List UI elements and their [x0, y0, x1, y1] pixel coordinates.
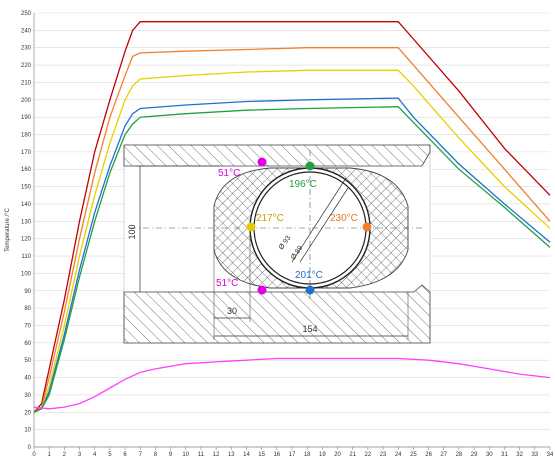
x-tick-label: 34 [547, 452, 554, 457]
x-tick-label: 10 [182, 452, 189, 457]
series-line-3 [33, 97, 551, 413]
x-tick-label: 24 [395, 452, 402, 457]
x-tick-label: 33 [531, 452, 538, 457]
y-tick-label: 250 [21, 11, 32, 17]
x-tick-label: 19 [319, 452, 326, 457]
point-right-230 [362, 222, 372, 232]
point-left-217 [246, 222, 256, 232]
x-tick-label: 18 [304, 452, 311, 457]
x-tick-label: 22 [365, 452, 372, 457]
y-axis-label: Temperature /°C [5, 207, 11, 251]
x-tick-label: 6 [123, 452, 127, 457]
x-tick-label: 16 [273, 452, 280, 457]
dim-width-label: 154 [302, 324, 317, 334]
annotation-top-51: 51°C [218, 168, 240, 179]
y-tick-label: 40 [24, 376, 31, 382]
x-tick-label: 5 [108, 452, 112, 457]
annotation-201: 201°C [295, 270, 323, 281]
y-tick-label: 130 [21, 219, 32, 225]
top-plate [123, 144, 431, 167]
y-tick-label: 100 [21, 271, 32, 277]
x-tick-label: 23 [380, 452, 387, 457]
series-line-1 [33, 47, 551, 413]
y-tick-label: 60 [24, 341, 31, 347]
x-tick-label: 4 [93, 452, 97, 457]
x-tick-label: 26 [425, 452, 432, 457]
x-tick-label: 12 [213, 452, 220, 457]
y-tick-label: 190 [21, 115, 32, 121]
y-tick-label: 30 [24, 393, 31, 399]
x-tick-labels: 0 1 2 3 4 5 6 7 8 9 10 11 12 13 14 15 16 17 18 19 20 21 22 23 24… [32, 452, 554, 457]
point-top-51 [257, 157, 267, 167]
x-tick-label: 14 [243, 452, 250, 457]
x-tick-label: 32 [516, 452, 523, 457]
axes [33, 13, 551, 450]
y-tick-label: 240 [21, 28, 32, 34]
bottom-plate [123, 284, 431, 344]
y-tick-label: 140 [21, 202, 32, 208]
x-tick-label: 15 [258, 452, 265, 457]
dim-height-label: 100 [127, 224, 137, 239]
annotation-230: 230°C [330, 213, 358, 224]
x-tick-label: 30 [486, 452, 493, 457]
y-tick-label: 200 [21, 98, 32, 104]
x-tick-label: 25 [410, 452, 417, 457]
y-tick-label: 90 [24, 289, 31, 295]
x-tick-label: 17 [289, 452, 296, 457]
x-tick-label: 28 [456, 452, 463, 457]
dia-leader-1 [291, 177, 347, 263]
y-tick-label: 50 [24, 358, 31, 364]
dia-leader-2 [299, 187, 349, 263]
point-top-196 [305, 161, 315, 171]
y-tick-label: 110 [21, 254, 31, 260]
dim-offset-label: 30 [227, 306, 237, 316]
annotation-bottom-51: 51°C [216, 278, 238, 289]
x-tick-label: 0 [32, 452, 36, 457]
series-group [33, 21, 551, 413]
y-tick-label: 160 [21, 167, 32, 173]
y-tick-label: 20 [24, 410, 31, 416]
point-bottom-201 [305, 285, 315, 295]
cross-section-inset: 100 30 154 Ø 93 Ø 89 51°C 196°C 217°C 23… [123, 144, 431, 344]
x-tick-label: 9 [169, 452, 173, 457]
y-tick-label: 230 [21, 46, 32, 52]
x-tick-label: 13 [228, 452, 235, 457]
y-tick-label: 10 [24, 428, 31, 434]
x-tick-label: 20 [334, 452, 341, 457]
x-tick-label: 1 [48, 452, 52, 457]
y-tick-label: 150 [21, 185, 32, 191]
y-tick-label: 220 [21, 63, 32, 69]
x-tick-label: 8 [154, 452, 158, 457]
series-line-5 [33, 357, 551, 410]
x-tick-label: 11 [198, 452, 205, 457]
x-tick-label: 7 [139, 452, 143, 457]
x-tick-label: 3 [78, 452, 82, 457]
y-tick-label: 210 [21, 80, 32, 86]
x-tick-label: 31 [501, 452, 508, 457]
y-tick-labels: 0 10 20 30 40 50 60 70 80 90 100 110 120 130 140 150 160… [21, 11, 32, 451]
y-tick-label: 120 [21, 237, 32, 243]
series-line-2 [33, 69, 551, 413]
y-tick-label: 180 [21, 133, 32, 139]
y-tick-label: 0 [28, 445, 32, 451]
annotation-217: 217°C [256, 213, 284, 224]
x-tick-label: 29 [471, 452, 478, 457]
y-tick-label: 70 [24, 323, 31, 329]
x-tick-label: 21 [349, 452, 356, 457]
x-tick-label: 27 [440, 452, 447, 457]
annotation-196: 196°C [289, 179, 317, 190]
x-tick-label: 2 [63, 452, 67, 457]
y-tick-label: 80 [24, 306, 31, 312]
series-line-4 [33, 106, 551, 413]
y-tick-label: 170 [21, 150, 32, 156]
point-bottom-51 [257, 285, 267, 295]
series-line-0 [33, 21, 551, 413]
